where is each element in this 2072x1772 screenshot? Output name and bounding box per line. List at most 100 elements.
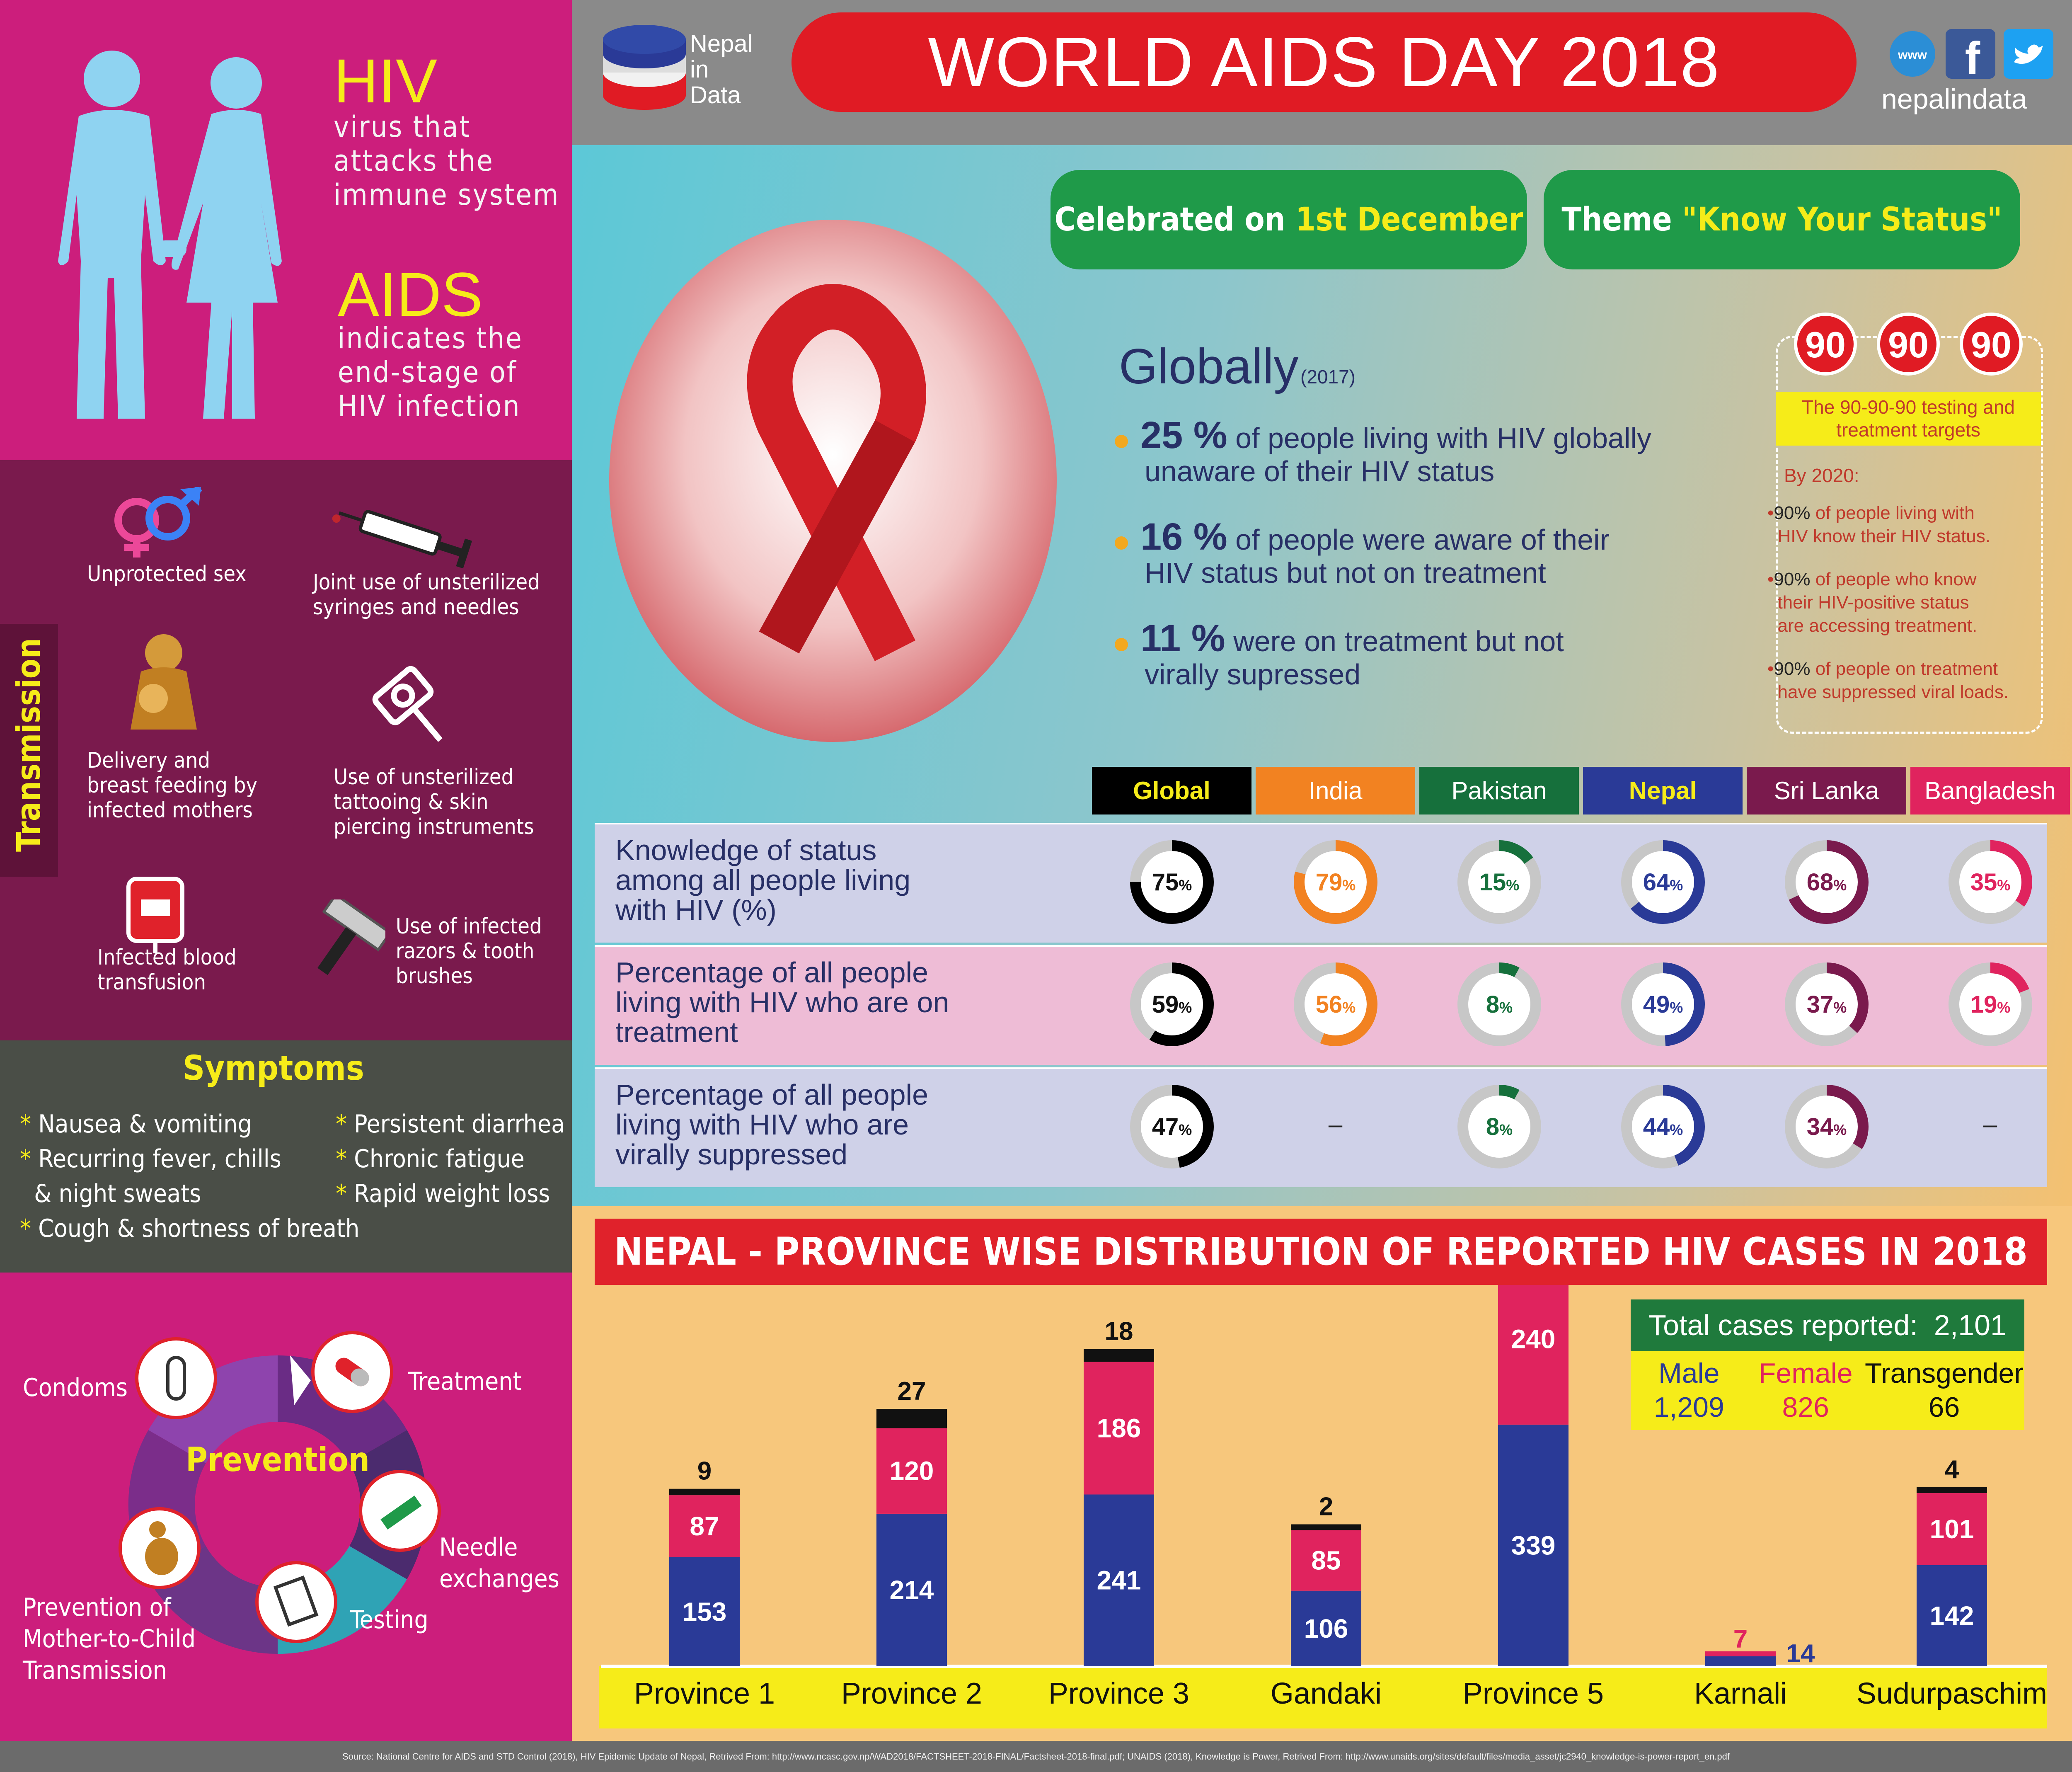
row-label: Percentage of all people living with HIV … — [615, 1079, 928, 1171]
hiv-title: HIV — [334, 46, 438, 116]
targets-caption: The 90-90-90 testing and treatment target… — [1776, 392, 2041, 446]
needle-exchange-icon — [359, 1470, 441, 1552]
bar-segment-transgender — [1291, 1524, 1361, 1530]
ninety-badge-1: 90 — [1805, 324, 1846, 365]
percent-ring: 8% — [1457, 1084, 1541, 1168]
bar-segment-male — [1291, 1590, 1361, 1666]
percent-ring-fill — [1784, 840, 1869, 924]
bar-segment-male — [876, 1513, 947, 1666]
bar-segment-male — [1498, 1424, 1569, 1666]
prevention-condoms: Condoms — [23, 1373, 128, 1402]
totals-male: Male 1,209 — [1653, 1357, 1724, 1423]
percent-ring: 44% — [1621, 1084, 1705, 1168]
transmission-item: Delivery and breast feeding by infected mo… — [87, 748, 258, 823]
facebook-icon[interactable]: f — [1946, 29, 1995, 79]
hiv-definition: virus that attacks the immune system — [334, 110, 560, 212]
testing-clipboard-icon — [255, 1561, 337, 1643]
aids-definition: indicates the end-stage of HIV infection — [338, 321, 523, 423]
bar-value-label: 142 — [1930, 1601, 1974, 1631]
column-header-bangladesh: Bangladesh — [1910, 767, 2070, 814]
ninety-badges: 90 90 90 — [1794, 313, 2023, 376]
bar-segment-transgender — [1917, 1487, 1987, 1493]
bar-top-label: 18 — [1105, 1317, 1133, 1346]
country-comparison-table: Knowledge of status among all people livi… — [595, 767, 2070, 1190]
gender-symbols-icon — [114, 487, 203, 558]
percent-ring: 19% — [1948, 962, 2032, 1046]
x-tick-label: Province 2 — [841, 1677, 982, 1710]
percent-ring-fill — [1130, 840, 1214, 924]
percent-ring-fill — [1130, 962, 1214, 1046]
bar-value-label: 339 — [1511, 1530, 1556, 1560]
totals-transgender: Transgender 66 — [1864, 1357, 2024, 1423]
red-ribbon-icon — [609, 220, 1057, 742]
bar-top-label: 2 — [1319, 1492, 1333, 1521]
bar-value-label: 120 — [890, 1456, 934, 1486]
percent-ring: 8% — [1457, 962, 1541, 1046]
transmission-item: Joint use of unsterilized syringes and ne… — [313, 570, 540, 620]
bar-value-label: 87 — [690, 1511, 719, 1541]
social-handle[interactable]: nepalindata — [1881, 83, 2027, 115]
x-axis-band — [599, 1666, 2047, 1728]
percent-ring: 47% — [1130, 1084, 1214, 1168]
pregnant-mother-icon — [119, 1507, 201, 1589]
global-stat-not-on-treatment: 16 % of people were aware of their HIV s… — [1115, 518, 1610, 589]
prevention-testing: Testing — [350, 1605, 428, 1634]
twitter-icon[interactable] — [2004, 29, 2053, 79]
blood-bag-icon — [126, 877, 184, 953]
pill-icon — [311, 1331, 393, 1413]
percent-value: 64% — [1643, 869, 1683, 896]
bar-value-label: 14 — [1786, 1639, 1815, 1668]
globally-heading: Globally (2017) — [1119, 339, 1356, 394]
global-stat-unaware: 25 % of people living with HIV globally … — [1115, 416, 1651, 488]
symptoms-panel: Symptoms * Nausea & vomiting * Recurring… — [0, 1040, 572, 1273]
celebrated-date-badge: Celebrated on 1st December — [1051, 170, 1527, 269]
transmission-heading: Transmission — [10, 638, 48, 852]
bar-segment-female — [1084, 1362, 1154, 1495]
transmission-tab — [0, 624, 58, 877]
prevention-panel: Prevention Condoms Treatment Needle excha… — [0, 1273, 572, 1741]
transmission-item: Use of unsterilized tattooing & skin pierc… — [334, 765, 534, 839]
bar-segment-transgender — [1084, 1349, 1154, 1362]
column-header-global: Global — [1092, 767, 1251, 814]
www-globe-icon[interactable]: www — [1888, 29, 1937, 79]
percent-ring: 59% — [1130, 962, 1214, 1046]
bar-value-label: 7 — [1733, 1625, 1748, 1653]
symptoms-heading: Symptoms — [183, 1049, 364, 1088]
percent-ring-fill — [1621, 840, 1705, 924]
x-tick-label: Province 5 — [1463, 1677, 1604, 1710]
percent-ring-fill — [1293, 962, 1377, 1046]
bar-top-label: 27 — [898, 1377, 926, 1406]
tattoo-machine-icon — [372, 666, 443, 742]
bar-segment-female — [1291, 1530, 1361, 1591]
page-title: WORLD AIDS DAY 2018 — [792, 12, 1857, 112]
percent-ring-fill — [1457, 840, 1541, 924]
transmission-item: Infected blood transfusion — [97, 945, 237, 995]
bar-segment-male — [1705, 1656, 1776, 1666]
totals-female: Female 826 — [1758, 1357, 1853, 1423]
row-label: Knowledge of status among all people livi… — [615, 834, 911, 926]
bar-segment-male — [669, 1557, 740, 1666]
percent-ring-fill — [1621, 962, 1705, 1046]
column-header-india: India — [1256, 767, 1415, 814]
syringe-icon — [332, 510, 472, 568]
targets-list: •90% of people living with HIV know thei… — [1767, 503, 2009, 702]
percent-ring-fill — [1948, 962, 2032, 1046]
targets-by: By 2020: — [1784, 465, 1859, 486]
symptoms-left-list: * Nausea & vomiting * Recurring fever, c… — [20, 1110, 360, 1243]
x-tick-label: Province 1 — [634, 1677, 775, 1710]
couple-silhouette-icon — [58, 51, 282, 419]
x-tick-label: Karnali — [1694, 1677, 1787, 1710]
global-stat-not-suppressed: 11 % were on treatment but not virally s… — [1115, 619, 1564, 691]
nepal-in-data-logo-icon — [603, 25, 686, 110]
percent-ring: 68% — [1784, 840, 1869, 924]
prevention-needle-exchanges: Needle exchanges — [439, 1533, 559, 1593]
missing-value: – — [1983, 1110, 1997, 1138]
bar-segment-female — [1498, 1285, 1569, 1425]
brand-name: Nepal in Data — [690, 30, 753, 109]
percent-ring: 75% — [1130, 840, 1214, 924]
percent-ring: 64% — [1621, 840, 1705, 924]
theme-badge: Theme "Know Your Status" — [1544, 170, 2020, 269]
bar-value-label: 85 — [1311, 1546, 1341, 1576]
percent-value: 79% — [1315, 869, 1356, 896]
